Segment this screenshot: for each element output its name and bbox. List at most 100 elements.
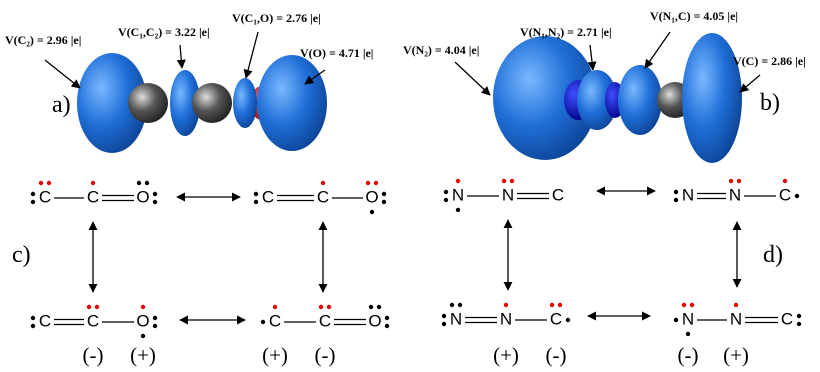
electron-dot [456, 208, 460, 212]
electron-dot [550, 303, 554, 307]
atom-label: N [502, 185, 514, 204]
electron-dot [385, 324, 389, 328]
electron-dot [254, 200, 258, 204]
electron-dot [737, 179, 741, 183]
electron-dot [797, 322, 801, 326]
electron-dot [261, 320, 265, 324]
electron-dot [31, 192, 35, 196]
electron-dot [795, 194, 799, 198]
electron-dot [444, 190, 448, 194]
electron-dot [504, 303, 508, 307]
electron-dot [377, 305, 381, 309]
electron-dot [374, 181, 378, 185]
formal-charge: (+) [262, 343, 288, 367]
electron-dot [39, 181, 43, 185]
atom-label: N [729, 185, 741, 204]
electron-dot [327, 305, 331, 309]
panel-label: a) [52, 92, 71, 118]
electron-dot [674, 198, 678, 202]
atom-label: N [682, 309, 694, 328]
electron-dot [321, 181, 325, 185]
panel-label: b) [760, 90, 780, 116]
panel-label: c) [12, 242, 31, 268]
electron-dot [456, 179, 460, 183]
atom-label: C [319, 311, 331, 330]
electron-dot [153, 200, 157, 204]
basin-label: V(N₁,C) = 4.05 |e| [650, 9, 738, 23]
electron-dot [31, 316, 35, 320]
electron-dot [153, 192, 157, 196]
electron-dot [729, 179, 733, 183]
electron-dot [145, 181, 149, 185]
atom-label: N [730, 309, 742, 328]
electron-dot [566, 318, 570, 322]
atom-label: O [368, 311, 381, 330]
basin-label: V(C₂) = 2.96 |e| [5, 33, 81, 47]
basin-label: V(C₁,C₂) = 3.22 |e| [118, 25, 210, 39]
electron-dot [366, 181, 370, 185]
atom-label: N [450, 309, 462, 328]
electron-dot [95, 305, 99, 309]
electron-dot [31, 324, 35, 328]
electron-dot [558, 303, 562, 307]
formal-charge: (-) [678, 343, 699, 367]
electron-dot [690, 303, 694, 307]
electron-dot [91, 181, 95, 185]
electron-dot [370, 210, 374, 214]
atom-label: N [682, 185, 694, 204]
electron-dot [319, 305, 323, 309]
electron-dot [141, 305, 145, 309]
electron-dot [47, 181, 51, 185]
atom-label: C [262, 187, 274, 206]
atom-label: C [39, 311, 51, 330]
atom-label: C [779, 185, 791, 204]
electron-dot [382, 192, 386, 196]
electron-dot [153, 316, 157, 320]
elf-image-b [493, 33, 742, 163]
atom-label: C [552, 185, 564, 204]
electron-dot [137, 181, 141, 185]
atom-label: C [87, 311, 99, 330]
basin-label: V(C) = 2.86 |e| [733, 54, 806, 68]
atom-label: N [500, 309, 512, 328]
electron-dot [382, 200, 386, 204]
electron-dot [141, 334, 145, 338]
formal-charge: (-) [546, 343, 567, 367]
electron-dot [682, 303, 686, 307]
formal-charge: (+) [130, 343, 156, 367]
formal-charge: (+) [493, 343, 519, 367]
electron-dot [797, 314, 801, 318]
atom-label: C [550, 309, 562, 328]
electron-dot [31, 200, 35, 204]
basin-label: V(N₁,N₂) = 2.71 |e| [520, 25, 612, 39]
electron-dot [254, 192, 258, 196]
atom-label: C [781, 309, 793, 328]
formal-charge: (-) [315, 343, 336, 367]
formal-charge: (+) [723, 343, 749, 367]
electron-dot [444, 198, 448, 202]
atom-label: O [365, 187, 378, 206]
formal-charge: (-) [83, 343, 104, 367]
atom-label: C [39, 187, 51, 206]
atom-label: N [452, 185, 464, 204]
atom-label: O [136, 187, 149, 206]
figure: V(C₂) = 2.96 |e|V(C₁,C₂) = 3.22 |e|V(C₁,… [0, 0, 820, 372]
basin-label: V(O) = 4.71 |e| [300, 46, 373, 60]
electron-dot [502, 179, 506, 183]
electron-dot [385, 316, 389, 320]
electron-dot [674, 190, 678, 194]
atom-label: C [87, 187, 99, 206]
electron-dot [442, 314, 446, 318]
panel-label: d) [763, 242, 783, 268]
atom-label: C [317, 187, 329, 206]
electron-dot [510, 179, 514, 183]
atom-label: C [269, 311, 281, 330]
electron-dot [87, 305, 91, 309]
elf-image-a [77, 53, 327, 153]
basin-label: V(N₂) = 4.04 |e| [403, 43, 479, 57]
electron-dot [458, 303, 462, 307]
electron-dot [442, 322, 446, 326]
electron-dot [674, 318, 678, 322]
electron-dot [369, 305, 373, 309]
electron-dot [273, 305, 277, 309]
